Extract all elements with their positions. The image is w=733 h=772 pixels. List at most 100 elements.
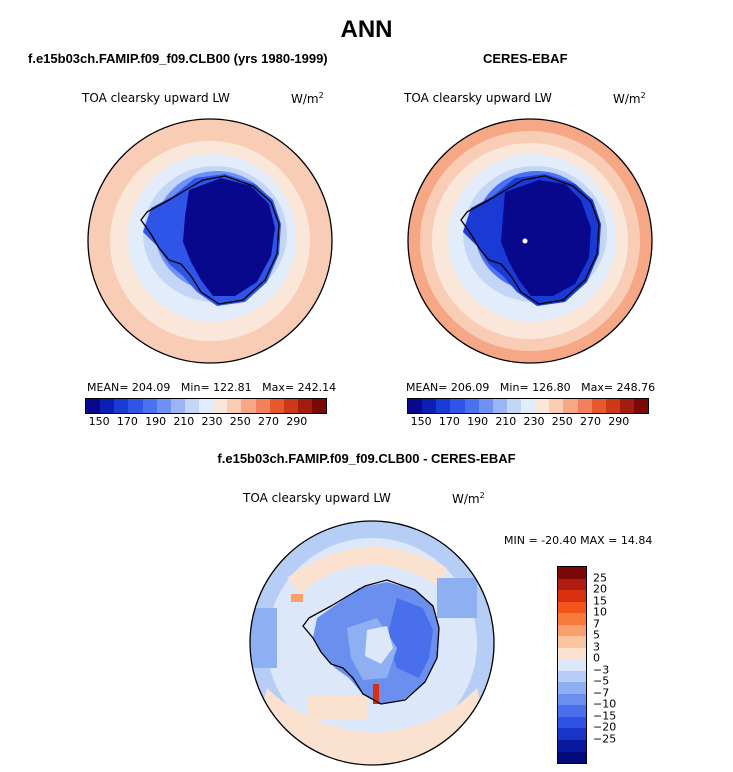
obs-colorbar-tick-label: 270 [580, 415, 602, 428]
obs-colorbar-swatch [478, 399, 493, 413]
obs-stats: MEAN= 206.09 Min= 126.80 Max= 248.76 [406, 381, 655, 394]
model-colorbar-tick-label: 270 [258, 415, 280, 428]
diff-colorbar-swatch [558, 739, 586, 752]
diff-variable-label: TOA clearsky upward LW [243, 491, 391, 505]
obs-colorbar-swatch [492, 399, 507, 413]
model-colorbar-swatch [213, 399, 228, 413]
diff-colorbar-tick-label: −5 [593, 674, 610, 688]
diff-colorbar-tick-label: 0 [593, 651, 600, 665]
diff-colorbar-tick-label: −10 [593, 697, 617, 711]
obs-colorbar-tick-label: 150 [410, 415, 432, 428]
model-colorbar-swatch [86, 399, 101, 413]
obs-variable-label: TOA clearsky upward LW [404, 91, 552, 105]
diff-colorbar-swatch [558, 682, 586, 694]
diff-colorbar-tick-label: 7 [593, 617, 600, 631]
obs-polar-map [407, 118, 653, 364]
diff-colorbar-swatch [558, 693, 586, 706]
obs-min-label: Min= [499, 381, 529, 394]
diff-colorbar-swatch [558, 705, 586, 717]
diff-colorbar-swatch [558, 567, 586, 579]
diff-colorbar-swatch [558, 636, 586, 648]
diff-colorbar-swatch [558, 578, 586, 591]
obs-colorbar-swatch [591, 399, 606, 413]
obs-min-value: 126.80 [532, 381, 571, 394]
figure-title: ANN [340, 16, 393, 43]
diff-minmax-label: MIN = -20.40 MAX = 14.84 [504, 534, 653, 547]
model-colorbar-tick-label: 290 [286, 415, 308, 428]
obs-colorbar-tick-label: 170 [438, 415, 460, 428]
diff-colorbar-tick-label: 15 [593, 594, 607, 608]
obs-colorbar-tick-label: 250 [551, 415, 573, 428]
model-stats: MEAN= 204.09 Min= 122.81 Max= 242.14 [87, 381, 336, 394]
obs-colorbar-swatch [605, 399, 620, 413]
model-colorbar-tick-label: 150 [88, 415, 110, 428]
model-min-label: Min= [180, 381, 210, 394]
obs-max-value: 248.76 [616, 381, 656, 394]
diff-colorbar-swatch [558, 624, 586, 637]
model-colorbar-ticks: 150 170 190 210 230 250 270 290 [85, 415, 325, 429]
diff-colorbar-tick-label: −20 [593, 720, 617, 734]
diff-colorbar [557, 566, 587, 764]
diff-colorbar-swatch [558, 728, 586, 740]
model-max-label: Max= [262, 381, 295, 394]
model-colorbar-tick-label: 190 [145, 415, 167, 428]
obs-colorbar-tick-label: 290 [608, 415, 630, 428]
diff-colorbar-tick-label: −25 [593, 732, 617, 746]
obs-units-label: W/m2 [613, 91, 646, 106]
diff-colorbar-swatch [558, 590, 586, 602]
diff-colorbar-swatch [558, 613, 586, 625]
obs-colorbar-swatch [521, 399, 536, 413]
diff-colorbar-swatch [558, 647, 586, 660]
obs-max-label: Max= [581, 381, 614, 394]
diff-colorbar-swatch [558, 751, 586, 764]
obs-mean-value: 206.09 [450, 381, 490, 394]
model-min-value: 122.81 [213, 381, 252, 394]
diff-colorbar-tick-label: 5 [593, 628, 600, 642]
model-colorbar-tick-label: 210 [173, 415, 195, 428]
model-max-value: 242.14 [297, 381, 337, 394]
model-colorbar-swatch [297, 399, 312, 413]
model-colorbar-swatch [199, 399, 214, 413]
diff-panel-title: f.e15b03ch.FAMIP.f09_f09.CLB00 - CERES-E… [217, 451, 516, 466]
model-colorbar-swatch [269, 399, 284, 413]
obs-colorbar-swatch [535, 399, 550, 413]
model-colorbar-swatch [312, 399, 327, 413]
obs-colorbar-swatch [464, 399, 479, 413]
obs-colorbar-swatch [563, 399, 578, 413]
model-mean-label: MEAN= [87, 381, 129, 394]
obs-mean-label: MEAN= [406, 381, 448, 394]
obs-colorbar [407, 398, 649, 414]
diff-colorbar-swatch [558, 601, 586, 614]
obs-colorbar-tick-label: 190 [467, 415, 489, 428]
model-colorbar-swatch [128, 399, 143, 413]
model-panel-title: f.e15b03ch.FAMIP.f09_f09.CLB00 (yrs 1980… [28, 51, 328, 66]
model-colorbar-tick-label: 170 [116, 415, 138, 428]
model-colorbar-swatch [170, 399, 185, 413]
obs-colorbar-swatch [422, 399, 437, 413]
obs-colorbar-swatch [619, 399, 634, 413]
obs-colorbar-swatch [577, 399, 592, 413]
model-colorbar-swatch [114, 399, 129, 413]
model-colorbar-swatch [227, 399, 242, 413]
model-variable-label: TOA clearsky upward LW [82, 91, 230, 105]
obs-panel-title: CERES-EBAF [483, 51, 568, 66]
diff-colorbar-swatch [558, 716, 586, 729]
obs-colorbar-tick-label: 210 [495, 415, 517, 428]
diff-colorbar-swatch [558, 670, 586, 683]
model-colorbar-tick-label: 250 [229, 415, 251, 428]
model-colorbar-swatch [142, 399, 157, 413]
diff-colorbar-tick-label: 10 [593, 605, 607, 619]
model-mean-value: 204.09 [131, 381, 171, 394]
model-colorbar-swatch [283, 399, 298, 413]
model-colorbar-swatch [184, 399, 199, 413]
diff-colorbar-tick-label: −15 [593, 709, 617, 723]
diff-colorbar-tick-label: 25 [593, 571, 607, 585]
diff-colorbar-tick-label: 3 [593, 640, 600, 654]
model-colorbar-swatch [100, 399, 115, 413]
model-colorbar [85, 398, 327, 414]
model-units-label: W/m2 [291, 91, 324, 106]
diff-units-label: W/m2 [452, 491, 485, 506]
obs-colorbar-ticks: 150 170 190 210 230 250 270 290 [407, 415, 647, 429]
model-colorbar-swatch [156, 399, 171, 413]
model-colorbar-tick-label: 230 [201, 415, 223, 428]
